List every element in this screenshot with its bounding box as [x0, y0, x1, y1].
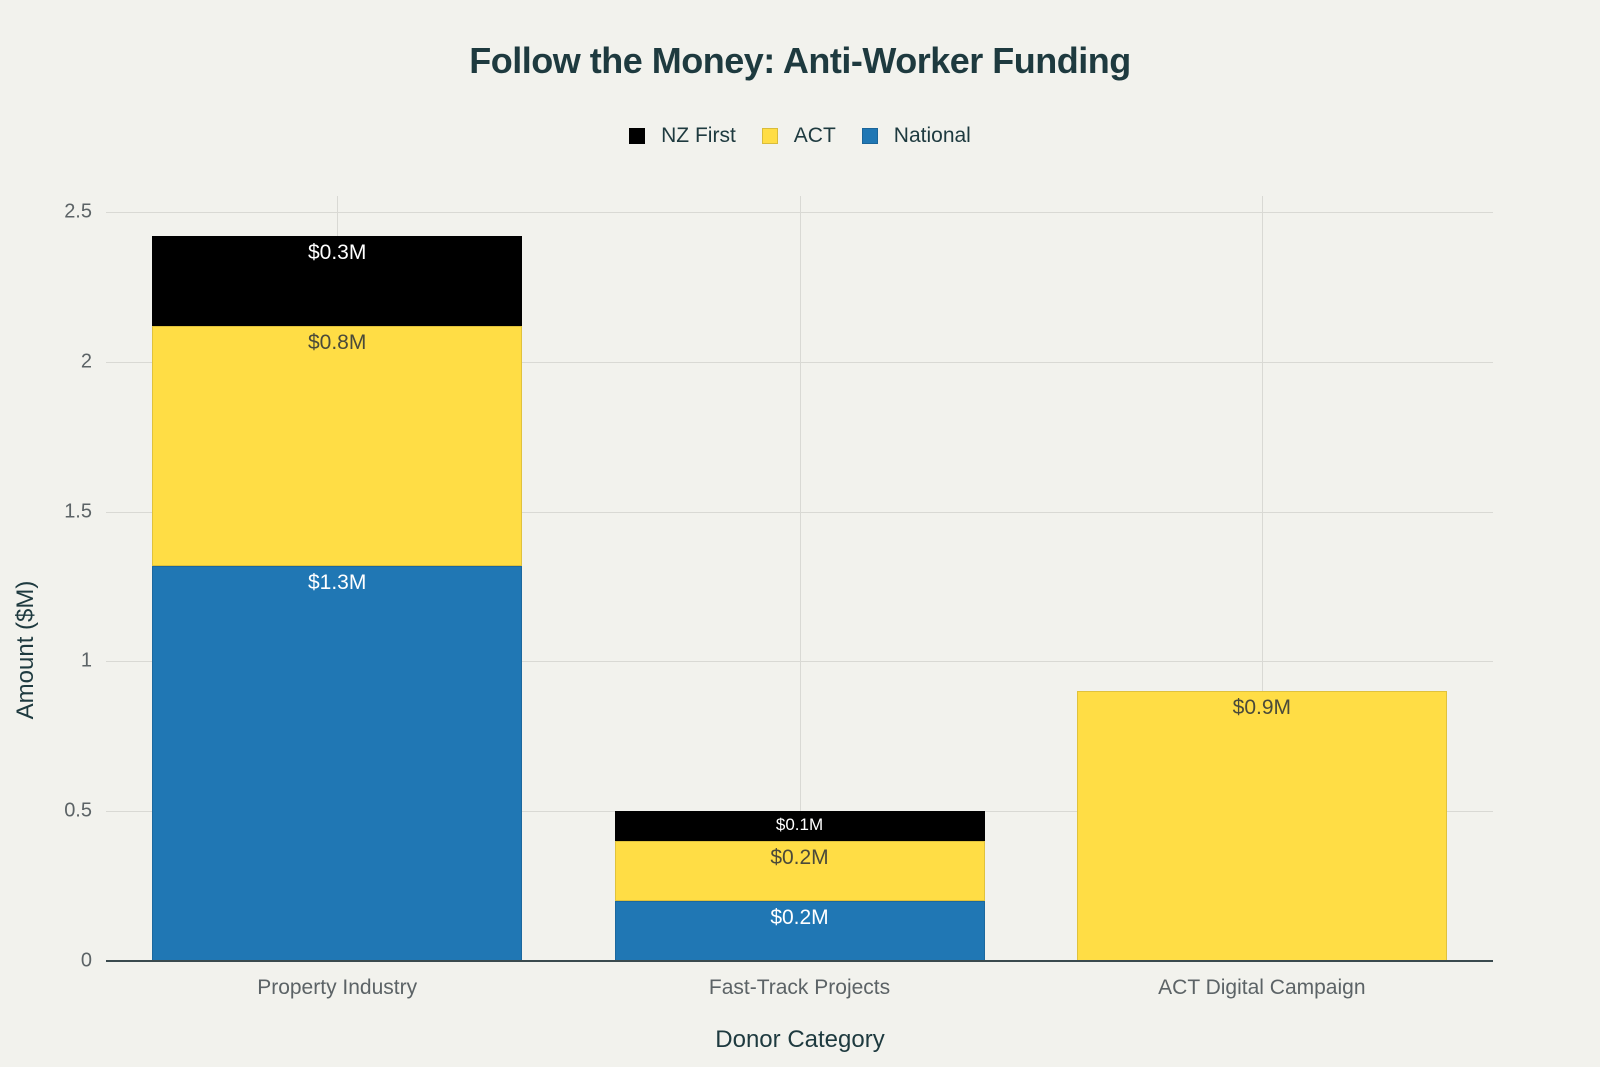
y-axis-label: Amount ($M) — [12, 580, 39, 720]
x-tick-label: ACT Digital Campaign — [1158, 976, 1366, 999]
plot-area: $1.3M $0.8M $0.3M $0.2M $0.2M $0.1M $0.9M — [106, 196, 1493, 961]
bar-segment-act[interactable]: $0.9M — [1076, 691, 1447, 961]
legend-label: ACT — [793, 124, 836, 147]
x-axis-label: Donor Category — [715, 1026, 885, 1053]
legend-swatch-nz-first — [629, 128, 646, 144]
bar-segment-act[interactable]: $0.2M — [614, 841, 985, 902]
y-tick-label: 0.5 — [64, 799, 92, 822]
bar-value-label: $0.1M — [775, 815, 824, 835]
bar-segment-national[interactable]: $0.2M — [614, 901, 985, 961]
y-tick-label: 1.5 — [64, 500, 92, 523]
bar-value-label: $0.2M — [770, 846, 829, 870]
bar-segment-nz-first[interactable]: $0.3M — [152, 235, 523, 326]
legend-item-national[interactable]: National — [861, 124, 971, 148]
legend-item-act[interactable]: ACT — [761, 124, 836, 148]
bar-value-label: $1.3M — [307, 570, 367, 594]
bar-value-label: $0.8M — [307, 330, 367, 354]
bar-value-label: $0.3M — [307, 240, 367, 264]
legend-swatch-national — [861, 128, 878, 144]
bar-segment-nz-first[interactable]: $0.1M — [614, 811, 985, 842]
bar-segment-national[interactable]: $1.3M — [152, 565, 523, 961]
y-tick-label: 1 — [80, 649, 92, 672]
bar-value-label: $0.9M — [1232, 696, 1292, 720]
vertical-gridline — [1261, 196, 1263, 961]
x-tick-label: Fast-Track Projects — [708, 976, 891, 999]
y-tick-label: 2.5 — [64, 200, 92, 223]
legend-swatch-act — [761, 128, 778, 144]
bar-value-label: $0.2M — [770, 906, 829, 930]
y-tick-label: 0 — [80, 949, 92, 972]
x-tick-label: Property Industry — [257, 976, 418, 999]
y-tick-label: 2 — [80, 350, 92, 373]
legend: NZ First ACT National — [0, 124, 1600, 148]
x-axis-line — [106, 960, 1493, 962]
bar-segment-act[interactable]: $0.8M — [152, 325, 523, 566]
chart-title: Follow the Money: Anti-Worker Funding — [469, 40, 1131, 81]
legend-label: National — [893, 124, 971, 147]
vertical-gridline — [799, 196, 801, 961]
legend-label: NZ First — [661, 124, 736, 147]
legend-item-nz-first[interactable]: NZ First — [629, 124, 736, 148]
